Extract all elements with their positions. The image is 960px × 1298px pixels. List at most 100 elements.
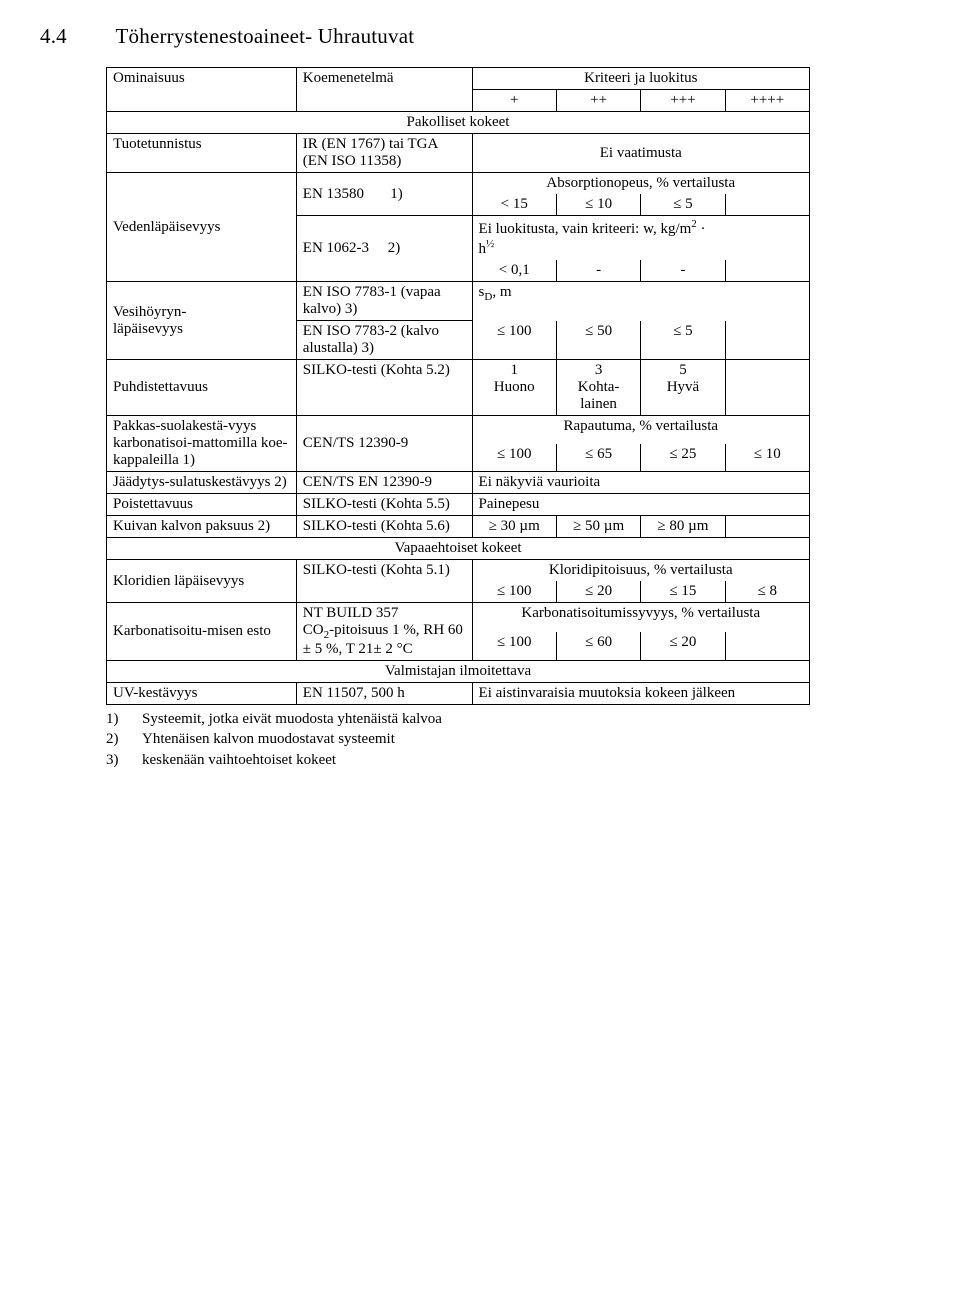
row-klor-label: Kloridien läpäisevyys bbox=[107, 560, 297, 603]
karb-ma: NT BUILD 357 bbox=[303, 605, 399, 621]
abs-v1: < 15 bbox=[472, 194, 556, 216]
puhd-c4 bbox=[725, 360, 809, 416]
row-veden-m2: EN 1062-3 2) bbox=[296, 216, 472, 282]
pakkas-title: Rapautuma, % vertailusta bbox=[472, 416, 809, 444]
ei-v2: - bbox=[556, 260, 640, 282]
m1-num: 1) bbox=[390, 186, 403, 202]
ei-luok: Ei luokitusta, vain kriteeri: w, kg/m2 ·… bbox=[472, 216, 809, 261]
footnotes: 1)Systeemit, jotka eivät muodosta yhtenä… bbox=[106, 709, 920, 770]
puhd-c3: 5 Hyvä bbox=[641, 360, 725, 416]
row-jaad-req: Ei näkyviä vaurioita bbox=[472, 472, 809, 494]
row-poist-method: SILKO-testi (Kohta 5.5) bbox=[296, 494, 472, 516]
klor-v3: ≤ 15 bbox=[641, 581, 725, 603]
eiluok-dot: · bbox=[697, 221, 706, 237]
eiluok-b: h bbox=[479, 241, 487, 257]
puhd-c1b: Huono bbox=[494, 379, 535, 395]
puhd-c1: 1 Huono bbox=[472, 360, 556, 416]
banner-valmistajan: Valmistajan ilmoitettava bbox=[107, 661, 810, 683]
vh-v4 bbox=[725, 321, 809, 360]
pakkas-v3: ≤ 25 bbox=[641, 444, 725, 472]
m2-num: 2) bbox=[388, 240, 401, 256]
klor-title: Kloridipitoisuus, % vertailusta bbox=[472, 560, 809, 582]
row-kuivan-method: SILKO-testi (Kohta 5.6) bbox=[296, 516, 472, 538]
puhd-c3b: Hyvä bbox=[667, 379, 700, 395]
row-uv-label: UV-kestävyys bbox=[107, 683, 297, 705]
row-poist-req: Painepesu bbox=[472, 494, 809, 516]
row-karb-label: Karbonatisoitu-misen esto bbox=[107, 603, 297, 661]
footnote-2: 2)Yhtenäisen kalvon muodostavat systeemi… bbox=[106, 729, 920, 749]
col-ominaisuus: Ominaisuus bbox=[107, 68, 297, 112]
klor-v1: ≤ 100 bbox=[472, 581, 556, 603]
footnote-3: 3)keskenään vaihtoehtoiset kokeet bbox=[106, 750, 920, 770]
vh-m2: EN ISO 7783-2 (kalvo alustalla) 3) bbox=[296, 321, 472, 360]
vh-b: läpäisevyys bbox=[113, 321, 183, 337]
row-jaad-method: CEN/TS EN 12390-9 bbox=[296, 472, 472, 494]
puhd-c2b: Kohta- bbox=[578, 379, 620, 395]
row-pakkas-label: Pakkas-suolakestä-vyys karbonatisoi-matt… bbox=[107, 416, 297, 472]
puhd-c2: 3 Kohta- lainen bbox=[556, 360, 640, 416]
vh-m1: EN ISO 7783-1 (vapaa kalvo) 3) bbox=[296, 282, 472, 321]
row-uv-method: EN 11507, 500 h bbox=[296, 683, 472, 705]
row-kuivan-label: Kuivan kalvon paksuus 2) bbox=[107, 516, 297, 538]
criteria-table: Ominaisuus Koemenetelmä Kriteeri ja luok… bbox=[106, 67, 810, 705]
row-klor-method: SILKO-testi (Kohta 5.1) bbox=[296, 560, 472, 603]
row-poist-label: Poistettavuus bbox=[107, 494, 297, 516]
vh-v1: ≤ 100 bbox=[472, 321, 556, 360]
fn1-text: Systeemit, jotka eivät muodosta yhtenäis… bbox=[142, 711, 442, 727]
col-plus4: ++++ bbox=[725, 90, 809, 112]
abs-v4 bbox=[725, 194, 809, 216]
kuivan-v3: ≥ 80 µm bbox=[641, 516, 725, 538]
row-uv-req: Ei aistinvaraisia muutoksia kokeen jälke… bbox=[472, 683, 809, 705]
col-plus2: ++ bbox=[556, 90, 640, 112]
m2-text: EN 1062-3 bbox=[303, 240, 369, 256]
row-pakkas-method: CEN/TS 12390-9 bbox=[296, 416, 472, 472]
karb-v3: ≤ 20 bbox=[641, 632, 725, 661]
section-title: 4.4 Töherrystenestoaineet- Uhrautuvat bbox=[40, 24, 920, 49]
pakkas-v1: ≤ 100 bbox=[472, 444, 556, 472]
row-tuotetunnistus-label: Tuotetunnistus bbox=[107, 134, 297, 173]
m1-text: EN 13580 bbox=[303, 186, 364, 202]
vh-v2: ≤ 50 bbox=[556, 321, 640, 360]
row-karb-method: NT BUILD 357 CO2-pitoisuus 1 %, RH 60 ± … bbox=[296, 603, 472, 661]
ei-v1: < 0,1 bbox=[472, 260, 556, 282]
karb-v2: ≤ 60 bbox=[556, 632, 640, 661]
kuivan-v1: ≥ 30 µm bbox=[472, 516, 556, 538]
abs-title: Absorptionopeus, % vertailusta bbox=[472, 173, 809, 195]
banner-pakolliset: Pakolliset kokeet bbox=[107, 112, 810, 134]
klor-v4: ≤ 8 bbox=[725, 581, 809, 603]
karb-mb: CO bbox=[303, 622, 324, 638]
ei-v4 bbox=[725, 260, 809, 282]
sd-b: , m bbox=[492, 284, 511, 300]
karb-v1: ≤ 100 bbox=[472, 632, 556, 661]
footnote-1: 1)Systeemit, jotka eivät muodosta yhtenä… bbox=[106, 709, 920, 729]
abs-v2: ≤ 10 bbox=[556, 194, 640, 216]
vh-a: Vesihöyryn- bbox=[113, 304, 186, 320]
row-veden-label: Vedenläpäisevyys bbox=[107, 173, 297, 282]
klor-v2: ≤ 20 bbox=[556, 581, 640, 603]
pakkas-v2: ≤ 65 bbox=[556, 444, 640, 472]
fn1-num: 1) bbox=[106, 709, 142, 729]
pakkas-v4: ≤ 10 bbox=[725, 444, 809, 472]
col-plus3: +++ bbox=[641, 90, 725, 112]
banner-vapaaehtoiset: Vapaaehtoiset kokeet bbox=[107, 538, 810, 560]
vh-sd: sD, m bbox=[472, 282, 809, 321]
kuivan-v2: ≥ 50 µm bbox=[556, 516, 640, 538]
row-jaad-label: Jäädytys-sulatuskestävyys 2) bbox=[107, 472, 297, 494]
col-koemenetelma: Koemenetelmä bbox=[296, 68, 472, 112]
section-title-text: Töherrystenestoaineet- Uhrautuvat bbox=[116, 24, 415, 48]
col-kriteeri: Kriteeri ja luokitus bbox=[472, 68, 809, 90]
row-tuotetunnistus-req: Ei vaatimusta bbox=[472, 134, 809, 173]
row-vesihoyryn-label: Vesihöyryn- läpäisevyys bbox=[107, 282, 297, 360]
puhd-c2a: 3 bbox=[595, 362, 603, 378]
abs-v3: ≤ 5 bbox=[641, 194, 725, 216]
karb-title: Karbonatisoitumissyvyys, % vertailusta bbox=[472, 603, 809, 632]
row-veden-m1: EN 13580 1) bbox=[296, 173, 472, 216]
section-number: 4.4 bbox=[40, 24, 67, 48]
karb-v4 bbox=[725, 632, 809, 661]
puhd-c3a: 5 bbox=[679, 362, 687, 378]
ei-v3: - bbox=[641, 260, 725, 282]
puhd-c1a: 1 bbox=[510, 362, 518, 378]
row-puhd-label: Puhdistettavuus bbox=[107, 360, 297, 416]
vh-v3: ≤ 5 bbox=[641, 321, 725, 360]
puhd-c2c: lainen bbox=[580, 396, 617, 412]
